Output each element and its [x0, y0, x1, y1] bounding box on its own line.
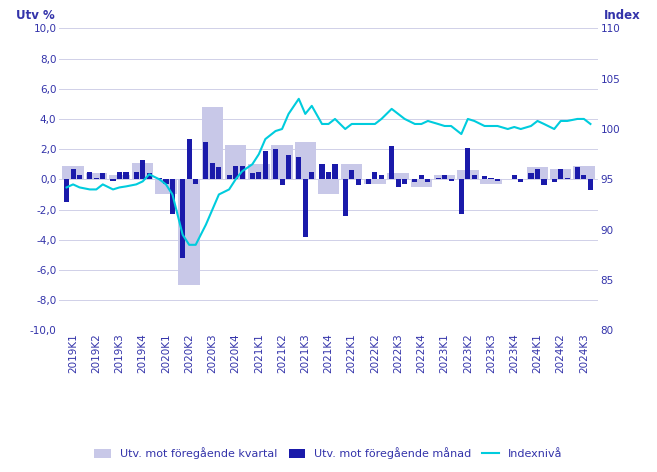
Bar	[434, 175, 455, 179]
Bar	[157, 178, 162, 179]
Bar	[294, 142, 316, 179]
Bar	[581, 175, 587, 179]
Bar	[70, 169, 76, 179]
Bar	[147, 173, 152, 179]
Bar	[210, 163, 215, 179]
Bar	[124, 172, 129, 179]
Bar	[164, 179, 168, 184]
Bar	[396, 179, 401, 187]
Bar	[309, 172, 314, 179]
Bar	[489, 178, 493, 179]
Bar	[355, 179, 361, 185]
Bar	[449, 179, 454, 181]
Bar	[552, 179, 556, 182]
Bar	[303, 179, 308, 237]
Bar	[250, 173, 255, 179]
Bar	[541, 179, 547, 185]
Bar	[436, 178, 441, 179]
Bar	[575, 167, 580, 179]
Bar	[480, 179, 502, 184]
Bar	[77, 175, 82, 179]
Bar	[140, 160, 145, 179]
Bar	[216, 167, 221, 179]
Bar	[457, 170, 478, 179]
Bar	[202, 107, 223, 179]
Bar	[482, 177, 487, 179]
Bar	[193, 179, 198, 184]
Bar	[341, 164, 363, 179]
Bar	[225, 144, 246, 179]
Bar	[558, 169, 563, 179]
Bar	[465, 148, 470, 179]
Bar	[155, 179, 177, 194]
Bar	[413, 179, 417, 182]
Bar	[227, 175, 232, 179]
Bar	[256, 172, 261, 179]
Bar	[248, 164, 269, 179]
Bar	[170, 179, 175, 214]
Bar	[411, 179, 432, 187]
Bar	[535, 169, 540, 179]
Bar	[117, 172, 122, 179]
Bar	[512, 175, 517, 179]
Bar	[187, 139, 192, 179]
Bar	[472, 175, 477, 179]
Bar	[233, 166, 238, 179]
Bar	[286, 155, 291, 179]
Bar	[319, 164, 325, 179]
Bar	[180, 179, 185, 258]
Bar	[402, 179, 407, 184]
Bar	[366, 179, 371, 184]
Bar	[528, 173, 533, 179]
Bar	[62, 166, 83, 179]
Bar	[459, 179, 464, 214]
Bar	[527, 167, 548, 179]
Bar	[588, 179, 593, 190]
Bar	[279, 179, 284, 185]
Bar	[318, 179, 339, 194]
Bar	[133, 172, 139, 179]
Bar	[64, 179, 69, 202]
Bar	[379, 175, 384, 179]
Bar	[349, 170, 354, 179]
Bar	[518, 179, 524, 182]
Bar	[343, 179, 348, 216]
Bar	[273, 149, 278, 179]
Text: Index: Index	[604, 9, 641, 22]
Bar	[87, 172, 93, 179]
Bar	[85, 173, 107, 179]
Bar	[94, 178, 99, 179]
Bar	[495, 179, 500, 181]
Bar	[263, 151, 268, 179]
Bar	[326, 172, 331, 179]
Bar	[109, 175, 130, 179]
Bar	[179, 179, 200, 285]
Bar	[132, 163, 153, 179]
Bar	[373, 172, 378, 179]
Bar	[388, 173, 409, 179]
Bar	[332, 164, 338, 179]
Bar	[271, 144, 293, 179]
Bar	[574, 166, 595, 179]
Text: Utv %: Utv %	[16, 9, 55, 22]
Bar	[425, 179, 430, 182]
Bar	[550, 169, 572, 179]
Bar	[101, 173, 105, 179]
Bar	[296, 157, 302, 179]
Bar	[389, 146, 394, 179]
Bar	[203, 142, 208, 179]
Bar	[110, 179, 116, 181]
Bar	[442, 175, 447, 179]
Bar	[240, 166, 244, 179]
Legend: Utv. mot föregående kvartal, Utv. mot föregående månad, Indexnivå: Utv. mot föregående kvartal, Utv. mot fö…	[90, 443, 567, 464]
Bar	[364, 179, 386, 184]
Bar	[564, 178, 570, 179]
Bar	[419, 175, 424, 179]
